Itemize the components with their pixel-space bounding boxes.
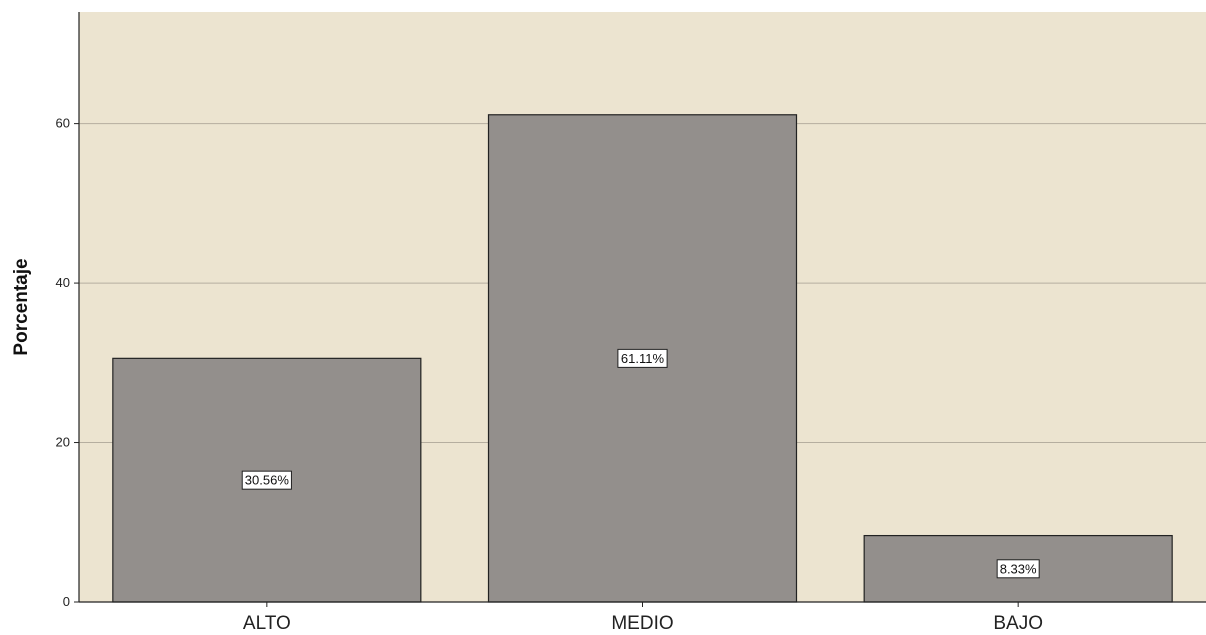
data-label-box xyxy=(617,348,668,368)
data-label: 8.33% xyxy=(1000,561,1037,576)
x-axis-ticks: ALTO MEDIO BAJO xyxy=(243,602,1043,634)
bars: 30.56% 61.11% 8.33% xyxy=(112,114,1173,603)
y-axis-title: Porcentaje xyxy=(11,258,32,355)
x-tick-label: ALTO xyxy=(243,613,291,634)
x-tick-label: BAJO xyxy=(993,613,1043,634)
data-label: 30.56% xyxy=(245,473,290,488)
y-tick-label: 0 xyxy=(63,594,70,609)
y-axis-ticks: 0 20 40 60 xyxy=(56,116,79,609)
x-tick-label: MEDIO xyxy=(611,613,673,634)
data-label-box xyxy=(241,470,292,490)
data-label-box xyxy=(996,559,1040,579)
y-tick-label: 20 xyxy=(56,435,70,450)
y-tick-label: 40 xyxy=(56,275,70,290)
y-tick-label: 60 xyxy=(56,116,70,131)
data-label: 61.11% xyxy=(621,351,665,366)
